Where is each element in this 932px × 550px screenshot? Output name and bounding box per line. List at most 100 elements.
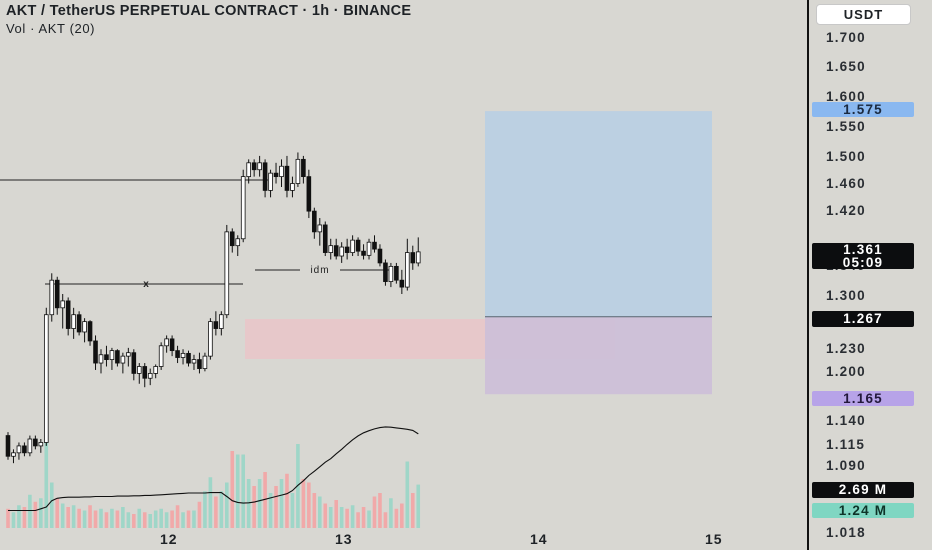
volume-bar xyxy=(121,507,125,528)
candle-body xyxy=(169,338,175,352)
price-axis-tick: 1.140 xyxy=(826,413,866,428)
candle-body xyxy=(377,248,383,264)
candle-body xyxy=(126,352,131,357)
volume-bar xyxy=(11,512,16,528)
volume-bar xyxy=(77,508,81,528)
volume-bar xyxy=(49,482,54,528)
candle-body xyxy=(268,172,273,191)
candle xyxy=(27,435,33,457)
candle-body xyxy=(16,445,22,454)
time-axis-tick: 13 xyxy=(335,531,353,547)
candle xyxy=(273,162,279,184)
candle xyxy=(399,269,405,294)
candle xyxy=(235,235,241,257)
volume-bar xyxy=(170,510,174,528)
volume-bar xyxy=(66,507,70,528)
candle xyxy=(372,235,377,253)
candle xyxy=(120,352,126,374)
candle xyxy=(262,159,268,198)
candle-body xyxy=(65,300,71,329)
candle-body xyxy=(191,359,197,364)
candle xyxy=(60,294,65,329)
candle-body xyxy=(175,350,180,358)
volume-bar xyxy=(367,510,371,528)
volume-bar xyxy=(208,477,213,528)
candle xyxy=(109,347,115,370)
candle-body xyxy=(219,314,224,329)
time-axis-tick: 15 xyxy=(705,531,723,547)
volume-bar xyxy=(383,512,388,528)
candle-body xyxy=(158,345,164,367)
candle-body xyxy=(251,162,257,171)
volume-bar xyxy=(230,451,235,528)
volume-ma-tag: 2.69 M xyxy=(812,482,914,498)
price-axis-tick: 1.230 xyxy=(826,341,866,356)
candle-body xyxy=(224,231,230,316)
price-axis-tick: 1.460 xyxy=(826,176,866,191)
volume-bar xyxy=(164,512,169,528)
volume-bar xyxy=(175,505,180,528)
candle xyxy=(71,307,76,339)
volume-bar xyxy=(356,512,360,528)
currency-button[interactable]: USDT xyxy=(816,4,911,25)
volume-bar xyxy=(400,503,404,528)
candle-body xyxy=(290,183,295,191)
candle xyxy=(279,159,284,187)
candle-body xyxy=(27,438,33,454)
current-price-tag: 1.361 05:09 xyxy=(812,243,914,269)
candle-body xyxy=(229,231,235,247)
candle-body xyxy=(394,265,399,281)
price-axis-tick: 1.700 xyxy=(826,30,866,45)
price-axis[interactable] xyxy=(808,0,932,550)
candle-body xyxy=(98,354,104,364)
candle xyxy=(82,318,87,343)
volume-bar xyxy=(378,493,382,528)
candle xyxy=(405,238,410,291)
candle-body xyxy=(104,354,109,360)
volume-bar xyxy=(55,498,60,528)
volume-bar xyxy=(219,491,224,528)
candle-body xyxy=(197,359,202,369)
volume-bar xyxy=(405,461,410,528)
candle xyxy=(388,262,394,288)
candle xyxy=(191,354,197,370)
target-zone xyxy=(485,111,712,317)
volume-bar xyxy=(99,508,103,528)
candle xyxy=(115,349,120,367)
candle xyxy=(366,238,372,260)
candle xyxy=(355,237,361,257)
volume-bar xyxy=(192,510,196,528)
candle xyxy=(312,207,317,239)
candle-body xyxy=(339,246,344,257)
candle-countdown: 05:09 xyxy=(842,255,884,270)
volume-indicator-label[interactable]: Vol · AKT (20) xyxy=(6,21,96,36)
price-axis-tick: 1.600 xyxy=(826,89,866,104)
volume-bar xyxy=(285,473,289,528)
volume-bar xyxy=(312,493,317,528)
volume-bar xyxy=(252,486,256,528)
candle-body xyxy=(109,350,115,360)
volume-bar xyxy=(317,496,322,528)
candle xyxy=(328,238,334,260)
candle xyxy=(180,349,186,365)
candle-body xyxy=(115,350,120,364)
candle xyxy=(284,155,290,198)
volume-bar xyxy=(186,510,191,528)
volume-bar xyxy=(323,503,328,528)
candle-body xyxy=(164,338,169,347)
price-axis-tick: 1.420 xyxy=(826,203,866,218)
current-price-value: 1.361 xyxy=(843,242,883,257)
time-axis-tick: 12 xyxy=(160,531,178,547)
volume-bar xyxy=(241,454,246,528)
candle-body xyxy=(355,239,361,252)
candle xyxy=(339,242,344,263)
candle-body xyxy=(257,162,262,171)
candle xyxy=(415,237,421,267)
symbol-title[interactable]: AKT / TetherUS PERPETUAL CONTRACT · 1h ·… xyxy=(6,3,412,19)
price-axis-tick: 1.090 xyxy=(826,458,866,473)
volume-bar xyxy=(290,493,295,528)
volume-bar xyxy=(44,440,49,528)
candle-body xyxy=(11,452,16,457)
volume-bar xyxy=(110,508,114,528)
